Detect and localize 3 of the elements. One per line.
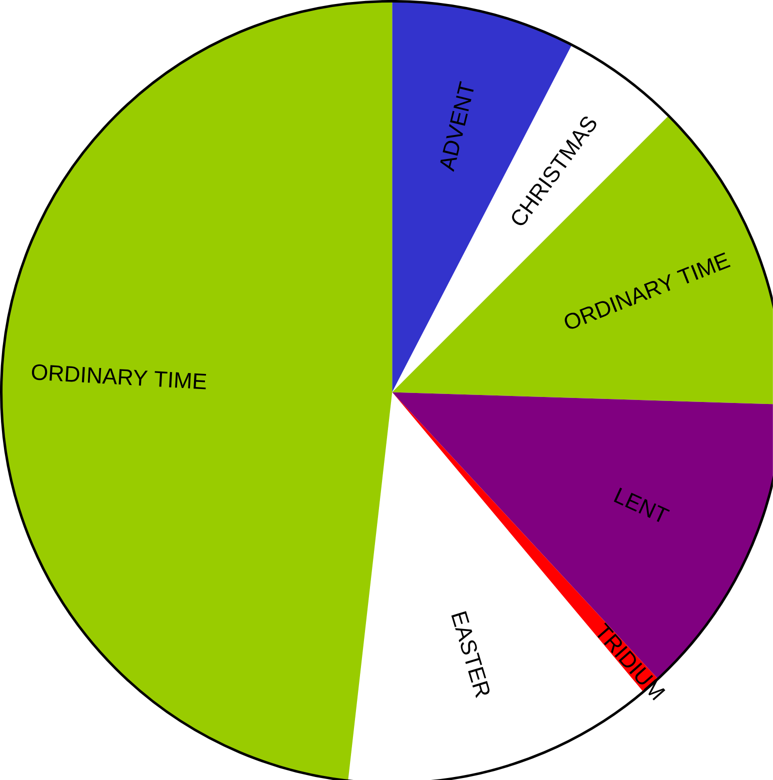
slice-label: ORDINARY TIME: [32, 364, 206, 390]
slice-label: LENT: [614, 488, 670, 522]
slice-label: ADVENT: [440, 81, 474, 172]
